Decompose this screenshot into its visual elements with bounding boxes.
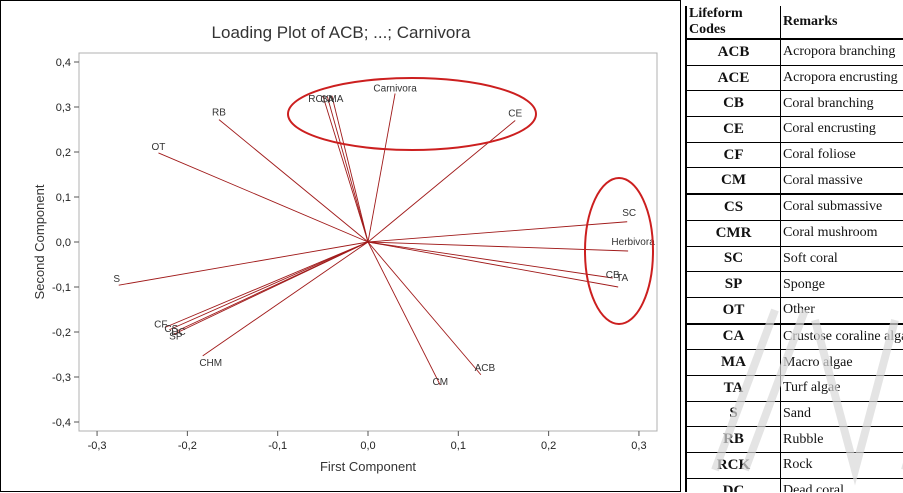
y-tick-label: 0,3: [56, 102, 71, 114]
lifeform-code: CE: [687, 117, 781, 143]
lifeform-code: CA: [687, 324, 781, 350]
y-tick-label: 0,2: [56, 147, 71, 159]
loading-label: OT: [152, 142, 166, 153]
lifeform-remark: Sand: [781, 401, 903, 427]
chart-title: Loading Plot of ACB; ...; Carnivora: [212, 23, 471, 42]
lifeform-remark: Soft coral: [781, 246, 903, 272]
lifeform-code: CM: [687, 168, 781, 194]
loading-label: Carnivora: [373, 84, 417, 95]
y-tick-label: -0,2: [52, 327, 71, 339]
lifeform-code: OT: [687, 297, 781, 323]
loading-plot-panel: Loading Plot of ACB; ...; Carnivora -0,3 -…: [0, 0, 681, 492]
y-tick-label: 0,1: [56, 192, 71, 204]
loading-label: S: [113, 274, 120, 285]
y-tick-label: 0,0: [56, 237, 71, 249]
lifeform-code: MA: [687, 350, 781, 376]
lifeform-code: CF: [687, 142, 781, 168]
loading-label: CM: [432, 377, 448, 388]
lifeform-remark: Acropora encrusting: [781, 65, 903, 91]
header-remarks: Remarks: [781, 6, 903, 39]
lifeform-code: CB: [687, 91, 781, 117]
loading-plot: Loading Plot of ACB; ...; Carnivora -0,3 -…: [1, 1, 682, 493]
lifeform-remark: Coral branching: [781, 91, 903, 117]
lifeform-remark: Rock: [781, 453, 903, 479]
loading-label: DC: [171, 327, 185, 338]
y-tick-label: -0,3: [52, 372, 71, 384]
lifeform-code: S: [687, 401, 781, 427]
loading-label: CHM: [199, 358, 222, 369]
lifeform-remark: Sponge: [781, 272, 903, 298]
lifeform-remark: Rubble: [781, 427, 903, 453]
loading-label: ACB: [475, 363, 496, 374]
x-tick-label: 0,1: [451, 440, 466, 452]
x-axis-label: First Component: [320, 459, 416, 474]
lifeform-remark: Crustose coraline algae: [781, 324, 903, 350]
lifeform-remark: Coral foliose: [781, 142, 903, 168]
loading-label: CB: [606, 270, 620, 281]
lifeform-code: SP: [687, 272, 781, 298]
loading-label: MA: [328, 94, 343, 105]
lifeform-code: DC: [687, 478, 781, 492]
lifeform-code: CS: [687, 194, 781, 220]
x-tick-label: -0,2: [178, 440, 197, 452]
lifeform-code: CMR: [687, 220, 781, 246]
lifeform-remark: Coral mushroom: [781, 220, 903, 246]
lifeform-remark: Dead coral: [781, 478, 903, 492]
lifeform-remark: Turf algae: [781, 375, 903, 401]
lifeform-code: ACB: [687, 39, 781, 65]
loading-label: Herbivora: [611, 237, 655, 248]
x-tick-label: -0,3: [88, 440, 107, 452]
lifeform-remark: Acropora branching: [781, 39, 903, 65]
lifeform-remark: Other: [781, 297, 903, 323]
table-header-row: Lifeform Codes Remarks: [687, 6, 903, 39]
y-tick-label: -0,1: [52, 282, 71, 294]
loading-label: CE: [508, 109, 522, 120]
y-tick-label: 0,4: [56, 57, 71, 69]
lifeform-code: TA: [687, 375, 781, 401]
lifeform-code: SC: [687, 246, 781, 272]
x-tick-label: -0,1: [268, 440, 287, 452]
loading-label: SC: [622, 208, 636, 219]
lifeform-code: RB: [687, 427, 781, 453]
lifeform-code: ACE: [687, 65, 781, 91]
x-tick-label: 0,2: [541, 440, 556, 452]
lifeform-remark: Coral encrusting: [781, 117, 903, 143]
lifeform-code: RCK: [687, 453, 781, 479]
header-lifeform-codes: Lifeform Codes: [687, 6, 781, 39]
x-tick-label: 0,3: [631, 440, 646, 452]
x-tick-label: 0,0: [360, 440, 375, 452]
y-axis-label: Second Component: [32, 184, 47, 299]
lifeform-remark: Coral massive: [781, 168, 903, 194]
lifeform-remark: Coral submassive: [781, 194, 903, 220]
lifeform-remark: Macro algae: [781, 350, 903, 376]
loading-label: RB: [212, 108, 226, 119]
y-tick-label: -0,4: [52, 417, 71, 429]
